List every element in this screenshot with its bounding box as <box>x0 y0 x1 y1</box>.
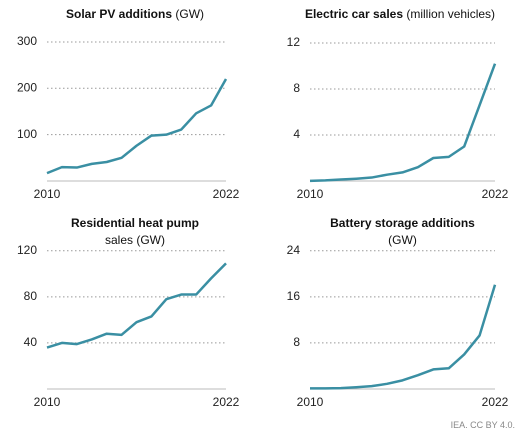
title-unit: (million vehicles) <box>406 7 496 21</box>
y-tick-label: 100 <box>17 127 37 141</box>
x-tick-label: 2010 <box>34 395 61 409</box>
data-line <box>46 78 228 175</box>
y-tick-label: 200 <box>17 80 37 94</box>
title-text: Battery storage additions <box>330 216 475 230</box>
y-tick-label: 8 <box>293 81 300 95</box>
chart-title: Electric car sales (million vehicles) <box>295 6 505 23</box>
y-tick-label: 80 <box>24 289 38 303</box>
title-text: Electric car sales <box>304 7 404 21</box>
x-tick-label: 2010 <box>297 395 324 409</box>
source: IEA. CC BY 4.0. <box>450 420 515 430</box>
y-tick-label: 40 <box>24 335 38 349</box>
x-tick-label: 2010 <box>34 187 61 201</box>
y-tick-label: 120 <box>17 243 37 257</box>
title-text: Solar PV additions <box>65 7 173 21</box>
y-tick-label: 24 <box>287 243 301 257</box>
x-tick-label: 2022 <box>213 395 240 409</box>
title-unit: (GW) <box>388 233 417 247</box>
data-line <box>46 262 227 349</box>
x-tick-label: 2010 <box>297 187 324 201</box>
x-tick-label: 2022 <box>482 395 509 409</box>
y-tick-label: 16 <box>287 289 301 303</box>
data-line <box>309 63 497 183</box>
y-tick-label: 300 <box>17 34 37 48</box>
chart-title: Residential heat pump sales (GW) <box>60 215 210 249</box>
y-tick-label: 4 <box>293 127 300 141</box>
y-tick-label: 12 <box>287 35 301 49</box>
chart-title: Battery storage additions (GW) <box>320 215 485 249</box>
title-unit: sales (GW) <box>105 233 165 247</box>
chart-title: Solar PV additions (GW) <box>45 6 225 23</box>
title-unit: (GW) <box>175 7 205 21</box>
y-tick-label: 8 <box>293 335 300 349</box>
data-line <box>310 284 497 390</box>
x-tick-label: 2022 <box>482 187 509 201</box>
title-text: Residential heat pump <box>70 216 200 230</box>
x-tick-label: 2022 <box>213 187 240 201</box>
